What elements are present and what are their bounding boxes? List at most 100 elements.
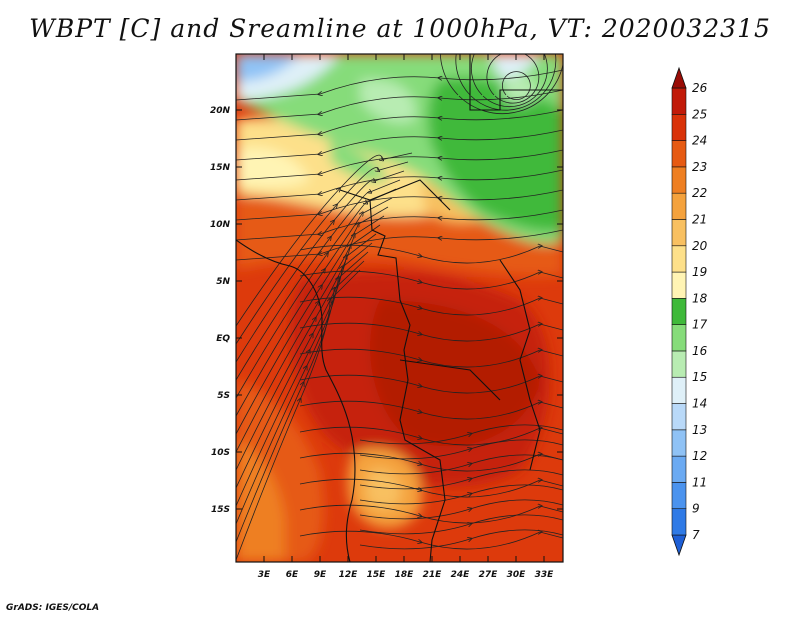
lon-label: 30E <box>507 570 527 580</box>
colorbar-label: 9 <box>692 502 700 516</box>
colorbar-label: 23 <box>692 160 707 174</box>
colorbar-swatch <box>671 324 687 352</box>
colorbar-swatch <box>671 113 687 141</box>
colorbar-swatch <box>671 140 687 168</box>
lat-label: 10S <box>211 448 230 458</box>
streamlines <box>236 54 563 561</box>
streamline <box>486 54 540 104</box>
streamline <box>236 129 563 161</box>
streamline <box>299 401 563 420</box>
colorbar-swatch <box>671 192 687 220</box>
lon-label: 3E <box>258 570 271 580</box>
colorbar-label: 7 <box>692 528 700 542</box>
colorbar-label: 13 <box>692 423 707 437</box>
colorbar-label: 19 <box>692 265 707 279</box>
streamline <box>299 271 563 290</box>
streamline <box>359 514 563 535</box>
streamline <box>359 454 563 475</box>
colorbar: 7 9 11 12 13 14 15 16 17 18 19 20 21 22 23 24 25 26 <box>671 66 708 557</box>
streamline <box>236 109 563 141</box>
map-title: WBPT [C] and Sreamline at 1000hPa, VT: 2… <box>29 14 771 43</box>
lon-label: 12E <box>339 570 359 580</box>
colorbar-label: 21 <box>692 212 707 226</box>
colorbar-swatch <box>671 350 687 378</box>
colorbar-swatch <box>671 403 687 431</box>
colorbar-swatch <box>671 166 687 194</box>
streamline <box>236 169 563 201</box>
colorbar-swatch <box>671 87 687 115</box>
streamline <box>299 453 563 472</box>
streamline <box>299 531 563 550</box>
axis-ticks <box>236 54 563 562</box>
streamline <box>455 54 557 111</box>
colorbar-max-arrow <box>671 66 687 89</box>
streamline <box>359 484 563 505</box>
streamline <box>359 469 563 490</box>
lon-label: 15E <box>367 570 387 580</box>
map-field <box>236 54 563 562</box>
colorbar-swatch <box>671 482 687 510</box>
streamline <box>299 323 563 342</box>
coastline <box>236 54 563 562</box>
streamline <box>502 71 531 100</box>
latitude-axis: 20N 15N 10N 5N EQ 5S 10S 15S <box>210 106 231 515</box>
colorbar-label: 17 <box>692 318 708 332</box>
lat-label: 5N <box>216 277 230 287</box>
streamline <box>299 479 563 498</box>
colorbar-label: 16 <box>692 344 708 358</box>
colorbar-swatch <box>671 455 687 483</box>
streamline <box>236 69 563 101</box>
colorbar-label: 14 <box>692 397 707 411</box>
lon-label: 6E <box>286 570 299 580</box>
colorbar-label: 15 <box>692 370 707 384</box>
streamline <box>359 439 563 460</box>
lon-label: 21E <box>423 570 443 580</box>
colorbar-swatch <box>671 508 687 536</box>
lat-label: 20N <box>210 106 231 116</box>
longitude-axis: 3E 6E 9E 12E 15E 18E 21E 24E 27E 30E 33E <box>258 570 554 580</box>
grads-footer: GrADS: IGES/COLA <box>6 603 100 613</box>
streamline <box>236 209 563 241</box>
lon-label: 9E <box>314 570 327 580</box>
lon-label: 24E <box>451 570 471 580</box>
colorbar-swatch <box>671 219 687 247</box>
colorbar-label: 12 <box>692 449 707 463</box>
colorbar-label: 26 <box>692 81 708 95</box>
lon-label: 27E <box>479 570 499 580</box>
streamline <box>299 375 563 394</box>
streamline <box>359 499 563 520</box>
colorbar-label: 18 <box>692 291 708 305</box>
streamline <box>439 54 563 115</box>
lat-label: 10N <box>210 220 231 230</box>
streamline <box>236 229 563 261</box>
map-frame <box>235 53 564 563</box>
colorbar-label: 22 <box>692 186 707 200</box>
lat-label: EQ <box>216 334 230 344</box>
lat-label: 15N <box>210 163 231 173</box>
lon-label: 18E <box>395 570 415 580</box>
streamline <box>299 427 563 446</box>
colorbar-label: 24 <box>692 134 707 148</box>
streamline <box>359 424 563 445</box>
streamline <box>359 529 563 550</box>
colorbar-swatch <box>671 429 687 457</box>
streamline <box>236 89 563 121</box>
streamline <box>299 297 563 316</box>
streamline <box>236 149 563 181</box>
colorbar-swatch <box>671 376 687 404</box>
streamline <box>299 505 563 524</box>
streamline <box>299 349 563 368</box>
lat-label: 5S <box>217 391 230 401</box>
streamline <box>236 189 563 221</box>
colorbar-label: 20 <box>692 239 708 253</box>
colorbar-label: 11 <box>692 475 707 489</box>
colorbar-min-arrow <box>671 534 687 557</box>
streamline <box>470 54 548 108</box>
colorbar-label: 25 <box>692 107 707 121</box>
colorbar-swatch <box>671 245 687 273</box>
colorbar-swatch <box>671 271 687 299</box>
lon-label: 33E <box>535 570 555 580</box>
colorbar-swatch <box>671 298 687 325</box>
lat-label: 15S <box>211 505 230 515</box>
